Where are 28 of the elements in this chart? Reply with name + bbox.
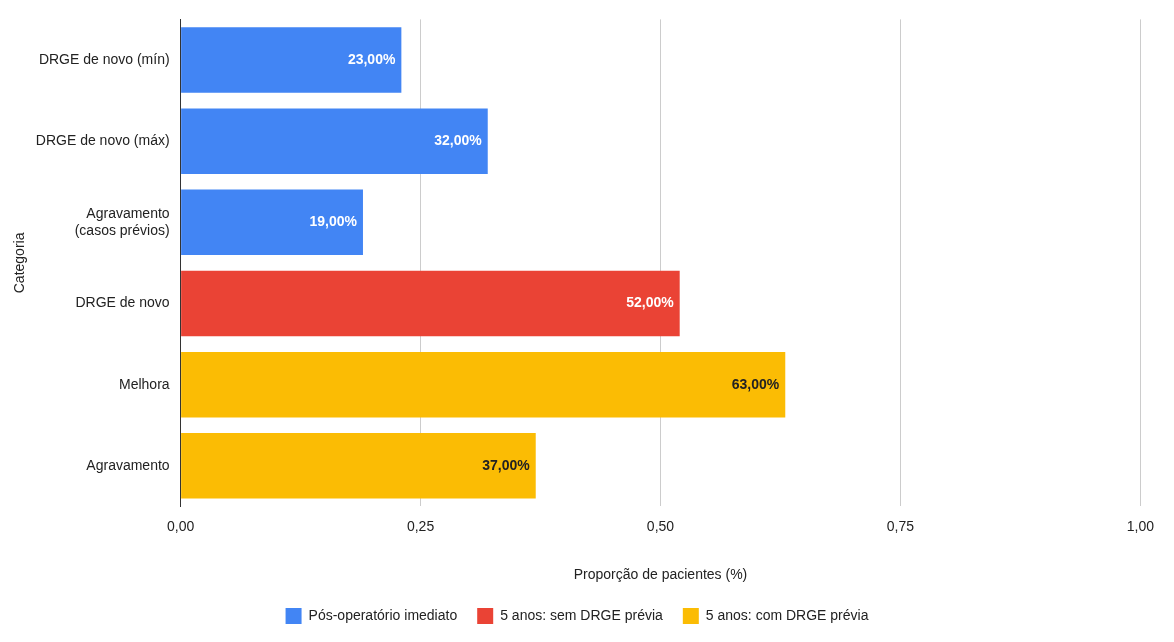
bar [181,270,680,337]
legend-label: Pós-operatório imediato [308,606,458,623]
legend-label: 5 anos: sem DRGE prévia [500,606,664,623]
y-tick-label: Melhora [119,375,170,392]
x-tick-label: 1,00 [1126,517,1155,534]
x-axis-title: Proporção de pacientes (%) [573,566,748,583]
x-tick-label: 0,00 [167,517,195,534]
data-label: 37,00% [482,456,531,473]
x-tick-label: 0,50 [646,517,675,534]
legend-label: 5 anos: com DRGE prévia [705,606,869,623]
bar [181,433,536,499]
y-axis-title: Categoria [11,232,28,294]
bar [181,351,786,418]
x-tick-label: 0,25 [406,517,435,534]
y-tick-label: DRGE de novo [75,294,170,311]
bar [181,27,402,93]
bar [181,108,488,174]
data-label: 19,00% [309,213,358,230]
data-label: 52,00% [626,294,675,311]
y-tick-label: Agravamento (casos prévios) [74,204,170,238]
y-tick-label: DRGE de novo (máx) [35,132,170,149]
data-label: 23,00% [347,50,396,67]
y-tick-label: DRGE de novo (mín) [38,50,170,67]
bar [181,189,363,256]
y-tick-label: Agravamento [86,456,170,473]
data-label: 32,00% [434,132,483,149]
data-label: 63,00% [731,375,780,392]
x-tick-label: 0,75 [886,517,915,534]
